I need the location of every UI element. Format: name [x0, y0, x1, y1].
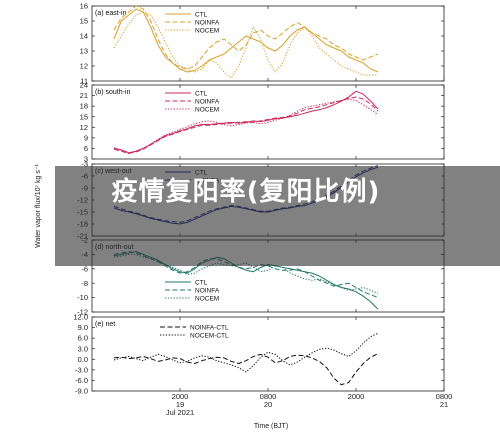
y-tick-label: -6.0	[75, 376, 88, 385]
y-tick-label: 3.0	[78, 344, 88, 353]
legend-label: NOINFA	[195, 287, 220, 294]
x-tick-label: 20	[264, 400, 272, 409]
y-tick-label: -3	[81, 160, 88, 169]
legend-label: NOCEM	[195, 106, 219, 113]
y-tick-label: 16	[80, 2, 88, 11]
y-tick-label: 13	[80, 47, 88, 56]
panel-frame	[91, 316, 445, 392]
overlay-watermark-text: 疫情复阳率(复阳比例)	[111, 177, 381, 207]
x-tick-label: Jul 2021	[166, 408, 194, 417]
y-tick-label: 9	[84, 133, 88, 142]
legend-label: NOINFA	[195, 19, 220, 26]
legend-label: NOCEM	[195, 295, 219, 302]
series-line-1	[113, 96, 379, 154]
legend-label: NOCEM-CTL	[190, 332, 229, 339]
y-tick-label: 15	[80, 112, 88, 121]
y-tick-label: -12	[77, 308, 88, 317]
y-axis-label: Water vapor flux/10⁷ kg s⁻¹	[35, 163, 42, 247]
series-line-0	[113, 90, 379, 154]
y-tick-label: 9.0	[78, 323, 88, 332]
panel-frame	[91, 5, 445, 82]
legend-label: NOINFA-CTL	[190, 324, 229, 331]
series-line-1	[113, 5, 379, 70]
y-tick-label: -9.0	[75, 387, 88, 396]
panel-title: (b) south-in	[95, 89, 131, 96]
panel-title: (e) net	[95, 321, 115, 328]
series-line-2	[113, 11, 378, 79]
x-tick-label: 0800	[436, 392, 453, 401]
y-tick-label: 3	[84, 155, 88, 164]
x-tick-label: 19	[176, 400, 184, 409]
series-line-0	[113, 8, 379, 73]
legend-label: CTL	[195, 11, 208, 18]
overlay-band	[55, 166, 500, 266]
y-tick-label: -3.0	[75, 365, 88, 374]
series-line-2	[113, 98, 379, 154]
y-tick-label: 12.0	[73, 313, 88, 322]
legend-label: NOINFA	[195, 98, 220, 105]
series-line-0	[113, 353, 379, 386]
x-tick-label: 0800	[260, 392, 277, 401]
y-tick-label: -10	[77, 293, 88, 302]
legend-label: CTL	[195, 279, 208, 286]
legend-label: CTL	[195, 90, 208, 97]
y-tick-label: -6	[81, 264, 88, 273]
y-tick-label: 15	[80, 17, 88, 26]
y-tick-label: 12	[80, 123, 88, 132]
x-tick-label: 21	[440, 400, 448, 409]
y-tick-label: 14	[80, 32, 88, 41]
panel-title: (a) east-in	[95, 10, 127, 17]
y-tick-label: 6.0	[78, 334, 88, 343]
x-axis-label: Time (BJT)	[254, 423, 288, 430]
series-line-1	[113, 332, 379, 373]
y-tick-label: 21	[80, 91, 88, 100]
y-tick-label: 11	[80, 77, 88, 86]
y-tick-label: -8	[81, 279, 88, 288]
y-tick-label: 0.0	[78, 355, 88, 364]
legend-label: NOCEM	[195, 27, 219, 34]
y-tick-label: 24	[80, 81, 88, 90]
panel-4: 12.09.0 6.03.0 0.0-3.0 -6.0 -9.0 (e) net NOINF…	[73, 313, 445, 396]
y-tick-label: 18	[80, 102, 88, 111]
x-tick-label: 2000	[172, 392, 189, 401]
y-tick-label: 12	[80, 62, 88, 71]
x-tick-label: 2000	[348, 392, 365, 401]
y-tick-label: 6	[84, 144, 88, 153]
